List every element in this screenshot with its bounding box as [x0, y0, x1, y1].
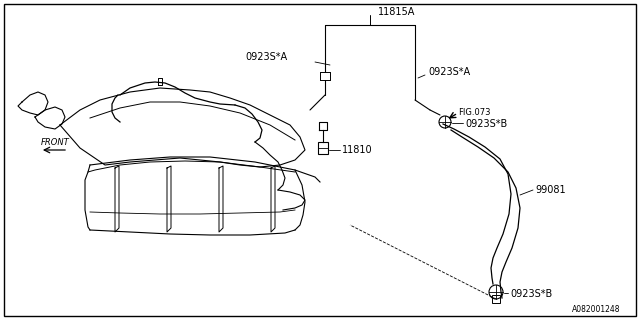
- Text: 11810: 11810: [342, 145, 372, 155]
- Text: 0923S*A: 0923S*A: [428, 67, 470, 77]
- Text: FRONT: FRONT: [40, 138, 69, 147]
- Text: 11815A: 11815A: [378, 7, 415, 17]
- Text: 0923S*B: 0923S*B: [465, 119, 508, 129]
- Text: 0923S*A: 0923S*A: [245, 52, 287, 62]
- Bar: [318, 142, 328, 154]
- Text: 0923S*B: 0923S*B: [510, 289, 552, 299]
- Bar: [492, 295, 500, 303]
- Text: 99081: 99081: [535, 185, 566, 195]
- Text: FIG.073: FIG.073: [458, 108, 490, 116]
- Text: A082001248: A082001248: [572, 306, 620, 315]
